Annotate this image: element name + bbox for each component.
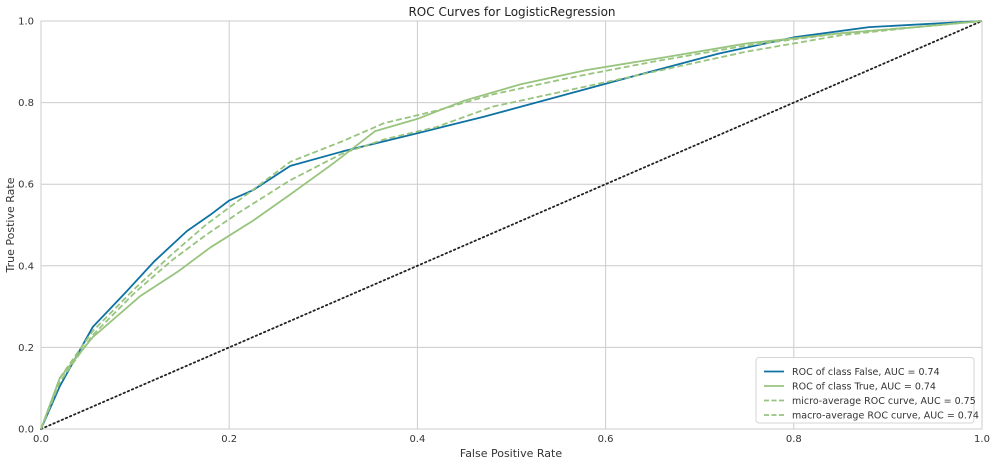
x-axis-label: False Positive Rate xyxy=(460,447,562,460)
series-line-3 xyxy=(40,20,983,430)
series-line-2 xyxy=(40,20,983,430)
legend-entry: ROC of class False, AUC = 0.74 xyxy=(792,367,940,378)
x-tick-label: 0.8 xyxy=(786,434,802,445)
y-axis-ticks: 0.0 0.2 0.4 0.6 0.8 1.0 xyxy=(18,17,34,436)
legend-entry: micro-average ROC curve, AUC = 0.75 xyxy=(792,396,976,407)
reference-diagonal-group xyxy=(40,20,983,430)
legend-entry: macro-average ROC curve, AUC = 0.74 xyxy=(792,411,979,422)
y-tick-label: 0.4 xyxy=(18,261,34,272)
legend-entry: ROC of class True, AUC = 0.74 xyxy=(792,382,936,393)
y-tick-label: 0.8 xyxy=(18,98,34,109)
chart-title: ROC Curves for LogisticRegression xyxy=(408,5,615,19)
series-group xyxy=(40,20,983,430)
legend-box xyxy=(755,357,975,424)
y-tick-label: 0.6 xyxy=(18,180,34,191)
y-axis-label: True Postive Rate xyxy=(4,177,17,273)
grid xyxy=(40,20,983,430)
y-tick-label: 1.0 xyxy=(18,17,34,28)
series-line-1 xyxy=(40,20,983,430)
x-tick-label: 0.4 xyxy=(409,434,425,445)
reference-diagonal-line xyxy=(40,20,983,430)
y-tick-label: 0.0 xyxy=(18,425,34,436)
x-tick-label: 0.2 xyxy=(221,434,237,445)
x-tick-label: 0.6 xyxy=(598,434,614,445)
legend: ROC of class False, AUC = 0.74 ROC of cla… xyxy=(755,357,979,424)
x-tick-label: 1.0 xyxy=(974,434,990,445)
x-axis-ticks: 0.0 0.2 0.4 0.6 0.8 1.0 xyxy=(33,434,990,445)
x-tick-label: 0.0 xyxy=(33,434,49,445)
series-line-4 xyxy=(40,20,983,430)
y-tick-label: 0.2 xyxy=(18,343,34,354)
